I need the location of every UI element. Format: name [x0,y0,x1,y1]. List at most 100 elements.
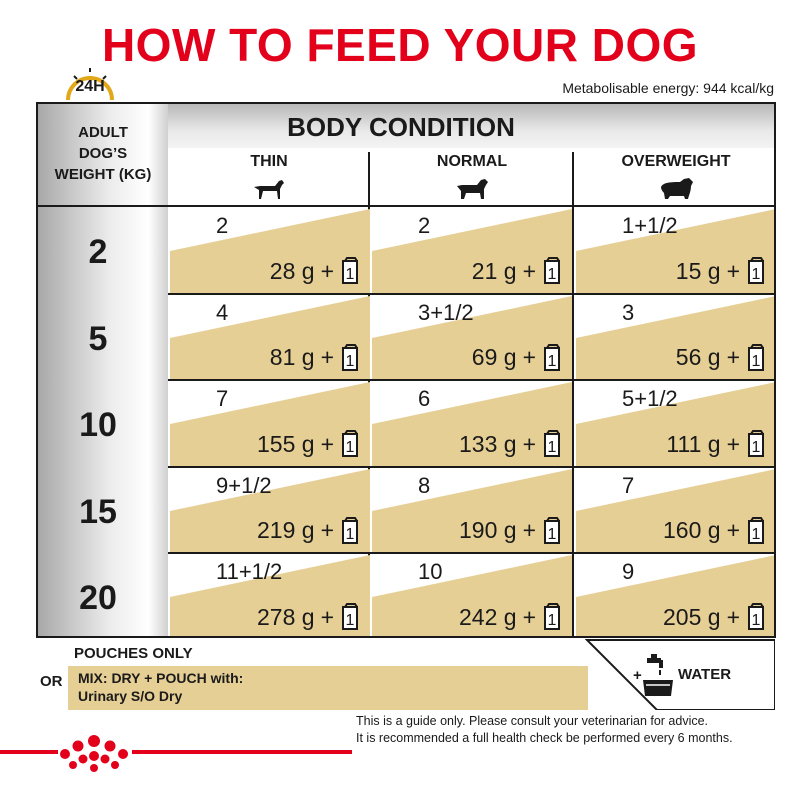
cell-background [372,295,572,380]
legend-water: WATER [678,666,732,683]
feeding-cell: 5+1/2 111 g +1 [576,380,774,467]
pouch-count: 9 [622,559,635,585]
weight-value: 5 [88,319,108,358]
cell-background [170,295,370,380]
row-divider [168,292,774,295]
grams-value: 205 g [663,603,721,630]
pouch-number: 1 [548,439,557,456]
grams-value: 15 g [675,257,721,284]
pouch-count: 7 [622,472,635,498]
plus-sign: + [320,603,334,630]
clock-label: 24H [75,78,105,95]
grams-value: 28 g [269,257,315,284]
pouch-count: 7 [216,386,229,412]
feeding-cell: 10 242 g +1 [372,553,572,636]
feeding-table: BODY CONDITION ADULT DOG’S WEIGHT (KG) T… [36,102,776,638]
pouch-count: 6 [418,386,431,412]
weight-header-line: ADULT [78,124,128,141]
column-label: OVERWEIGHT [621,153,731,170]
cell-background [372,555,572,636]
weight-header-line: WEIGHT (KG) [54,166,152,183]
pouch-icon: 1 [342,257,358,284]
weight-header-line: DOG’S [78,145,128,162]
pouch-count: 11+1/2 [216,559,283,585]
column-label: THIN [250,153,288,170]
feeding-cell: 4 81 g +1 [170,294,370,380]
plus-sign: + [320,257,334,284]
page-title: HOW TO FEED YOUR DOG [101,19,699,71]
grams-value: 69 g [471,344,517,371]
normal-dog-icon [457,179,488,199]
pouch-count: 8 [418,472,431,498]
pouch-icon: 1 [342,516,358,544]
plus-sign: + [522,603,536,630]
grams-value: 242 g [459,603,517,630]
overweight-dog-icon [661,178,693,199]
cell-background [576,555,774,636]
grams-value: 111 g [666,430,721,457]
feeding-cell: 1+1/2 15 g +1 [576,207,774,293]
grams-value: 190 g [459,517,517,544]
grams-value: 219 g [257,517,315,544]
dry-grams: 56 g +1 [675,343,766,372]
cell-background [170,468,370,553]
dry-grams: 278 g +1 [257,603,360,631]
plus-sign: + [726,344,740,371]
pouch-icon: 1 [342,430,358,458]
weight-column-bg [38,104,168,636]
dry-grams: 81 g +1 [270,343,360,372]
dry-grams: 155 g +1 [257,430,360,458]
dry-grams: 111 g +1 [666,430,766,458]
pouch-number: 1 [346,612,355,629]
plus-sign: + [726,517,740,544]
plus-sign: + [320,517,334,544]
column-label: NORMAL [436,153,508,170]
pouch-icon: 1 [748,603,764,631]
cell-background [372,468,572,553]
weight-value: 20 [79,579,117,618]
plus-sign: + [522,517,536,544]
column-header-thin: THIN [168,148,370,206]
weight-value: 2 [88,233,108,271]
feeding-cell: 8 190 g +1 [372,467,572,553]
column-header-overweight: OVERWEIGHT [574,148,774,206]
pouch-number: 1 [548,266,557,283]
pouch-icon: 1 [342,343,358,371]
cell-background [576,296,774,380]
pouch-icon: 1 [748,257,764,284]
pouch-number: 1 [752,266,761,283]
dry-grams: 205 g +1 [663,603,766,631]
legend-or: OR [40,673,63,690]
legend-mix-line2: Urinary S/O Dry [78,688,183,704]
cell-background [372,209,572,293]
pouch-count: 1+1/2 [622,213,678,238]
legend-mix-line1: MIX: DRY + POUCH with: [78,670,244,686]
plus-sign: + [320,344,334,371]
pouch-number: 1 [346,526,355,543]
feeding-cell: 7 155 g +1 [170,380,370,467]
row-divider [168,379,774,382]
pouch-count: 4 [216,299,229,325]
thin-dog-icon [254,180,284,199]
grams-value: 160 g [663,517,721,544]
feeding-cell: 11+1/2 278 g +1 [170,553,370,636]
pouch-count: 2 [418,213,431,238]
pouch-count: 3+1/2 [418,299,474,325]
pouch-count: 10 [418,559,443,585]
weight-header: ADULT DOG’S WEIGHT (KG) [38,122,168,185]
cell-background [170,209,370,293]
grams-value: 56 g [675,344,721,371]
pouch-number: 1 [752,526,761,543]
plus-sign: + [726,257,740,284]
brand-red-line [132,750,352,754]
body-condition-title: BODY CONDITION [287,112,515,142]
pouch-icon: 1 [544,343,560,371]
pouch-icon: 1 [342,603,358,631]
pouch-number: 1 [346,266,355,283]
svg-text:+: + [633,667,642,684]
pouch-number: 1 [346,353,355,370]
grams-value: 133 g [459,430,517,457]
cell-background [576,209,774,293]
royal-canin-crown-logo-icon [60,735,128,772]
dry-grams: 28 g +1 [270,257,360,285]
